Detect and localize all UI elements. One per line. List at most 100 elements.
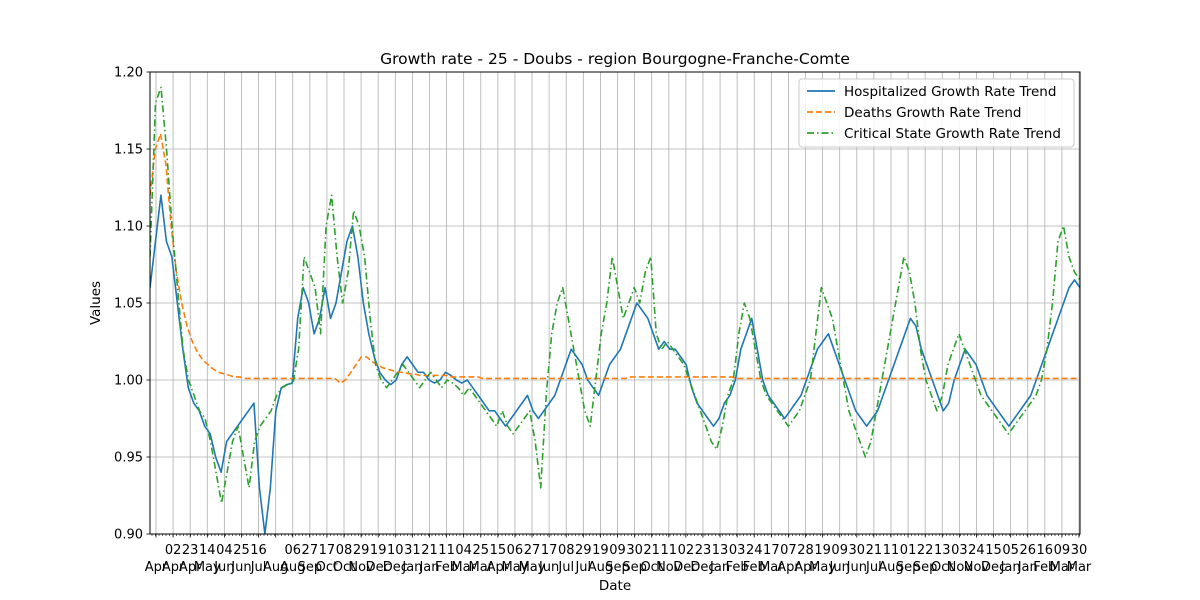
- x-tick-month-label: May: [501, 560, 528, 575]
- x-tick-month-label: Dec: [673, 560, 698, 575]
- x-tick-day-label: 14: [199, 543, 216, 558]
- x-tick-day-label: 17: [763, 543, 780, 558]
- x-tick-month-label: Mar: [1067, 560, 1092, 575]
- x-tick-day-label: 30: [849, 543, 866, 558]
- grid: [150, 71, 1080, 535]
- x-tick-month-label: Nov: [348, 560, 374, 575]
- x-tick-day-label: 21: [866, 543, 883, 558]
- x-axis-ticks: Apr02Apr23Apr14May04Jun25Jun16JulAug06Au…: [145, 534, 1092, 575]
- x-tick-month-label: Feb: [743, 560, 766, 575]
- x-tick-month-label: Apr: [179, 560, 202, 575]
- legend-box: [798, 78, 1075, 148]
- x-tick-month-label: Oct: [316, 560, 338, 575]
- x-tick-month-label: Dec: [690, 560, 715, 575]
- x-tick-month-label: Jan: [418, 560, 439, 575]
- x-tick-day-label: 10: [387, 543, 404, 558]
- x-tick-day-label: 03: [729, 543, 746, 558]
- y-tick-label: 1.10: [114, 220, 143, 235]
- x-tick-day-label: 19: [814, 543, 831, 558]
- x-tick-day-label: 27: [524, 543, 541, 558]
- x-tick-month-label: Apr: [777, 560, 800, 575]
- x-tick-month-label: Mar: [1050, 560, 1075, 575]
- x-tick-month-label: Sep: [913, 560, 938, 575]
- x-tick-month-label: Nov: [964, 560, 990, 575]
- series-lines: [150, 86, 1080, 534]
- x-tick-day-label: 07: [780, 543, 797, 558]
- x-tick-day-label: 08: [558, 543, 575, 558]
- x-tick-month-label: Dec: [366, 560, 391, 575]
- x-tick-month-label: Mar: [451, 560, 476, 575]
- x-tick-month-label: Aug: [878, 560, 903, 575]
- x-tick-month-label: Jan: [1000, 560, 1021, 575]
- x-tick-day-label: 25: [233, 543, 250, 558]
- chart-title: Growth rate - 25 - Doubs - region Bourgo…: [380, 50, 850, 68]
- x-tick-day-label: 17: [541, 543, 558, 558]
- x-tick-month-label: Jun: [829, 560, 850, 575]
- x-tick-day-label: 06: [507, 543, 524, 558]
- y-tick-label: 1.20: [114, 66, 143, 81]
- x-tick-month-label: May: [809, 560, 836, 575]
- x-tick-day-label: 16: [1037, 543, 1054, 558]
- x-tick-day-label: 04: [455, 543, 472, 558]
- x-tick-month-label: Feb: [726, 560, 749, 575]
- x-tick-month-label: Sep: [896, 560, 921, 575]
- x-tick-day-label: 19: [370, 543, 387, 558]
- x-tick-day-label: 02: [678, 543, 695, 558]
- x-tick-day-label: 13: [934, 543, 951, 558]
- x-tick-month-label: Oct: [931, 560, 953, 575]
- x-tick-day-label: 27: [302, 543, 319, 558]
- x-tick-month-label: Aug: [588, 560, 613, 575]
- x-tick-day-label: 04: [216, 543, 233, 558]
- x-tick-day-label: 09: [1054, 543, 1071, 558]
- y-tick-label: 1.00: [114, 374, 143, 389]
- x-tick-month-label: Sep: [298, 560, 323, 575]
- x-tick-day-label: 09: [609, 543, 626, 558]
- x-tick-month-label: Jan: [1017, 560, 1038, 575]
- x-tick-day-label: 09: [831, 543, 848, 558]
- x-tick-month-label: Oct: [333, 560, 355, 575]
- x-tick-day-label: 01: [900, 543, 917, 558]
- x-tick-day-label: 30: [1071, 543, 1088, 558]
- x-tick-day-label: 15: [985, 543, 1002, 558]
- x-tick-day-label: 13: [712, 543, 729, 558]
- x-tick-day-label: 06: [284, 543, 301, 558]
- legend-label-2: Deaths Growth Rate Trend: [844, 105, 1022, 121]
- x-tick-day-label: 11: [438, 543, 455, 558]
- x-tick-month-label: Jun: [230, 560, 251, 575]
- x-tick-day-label: 29: [575, 543, 592, 558]
- x-tick-month-label: Mar: [759, 560, 784, 575]
- x-tick-day-label: 30: [626, 543, 643, 558]
- y-tick-label: 1.15: [114, 143, 143, 158]
- x-tick-day-label: 29: [353, 543, 370, 558]
- x-tick-day-label: 24: [968, 543, 985, 558]
- legend-label-1: Hospitalized Growth Rate Trend: [844, 84, 1056, 100]
- x-tick-month-label: Jul: [557, 560, 574, 575]
- x-tick-day-label: 05: [1002, 543, 1019, 558]
- x-tick-day-label: 17: [319, 543, 336, 558]
- y-axis-ticks: 0.90 0.95 1.00 1.05 1.10 1.15 1.20: [114, 66, 150, 543]
- x-tick-day-label: 16: [250, 543, 267, 558]
- x-tick-month-label: Apr: [162, 560, 185, 575]
- x-tick-month-label: Nov: [656, 560, 682, 575]
- x-tick-day-label: 31: [404, 543, 421, 558]
- x-tick-month-label: Feb: [435, 560, 458, 575]
- x-tick-month-label: Dec: [383, 560, 408, 575]
- x-axis-label: Date: [599, 578, 631, 594]
- x-tick-month-label: Jun: [213, 560, 234, 575]
- x-tick-month-label: Jan: [401, 560, 422, 575]
- x-tick-day-label: 25: [472, 543, 489, 558]
- x-tick-day-label: 28: [797, 543, 814, 558]
- x-tick-day-label: 19: [592, 543, 609, 558]
- x-tick-day-label: 03: [951, 543, 968, 558]
- x-tick-month-label: Apr: [794, 560, 817, 575]
- x-tick-month-label: Sep: [605, 560, 630, 575]
- x-tick-month-label: Nov: [947, 560, 973, 575]
- y-axis-label: Values: [88, 281, 104, 325]
- x-tick-month-label: Oct: [640, 560, 662, 575]
- x-tick-day-label: 11: [661, 543, 678, 558]
- x-tick-day-label: 02: [165, 543, 182, 558]
- series-line-1: [150, 194, 1080, 534]
- x-tick-month-label: Jul: [574, 560, 591, 575]
- x-tick-month-label: Aug: [280, 560, 305, 575]
- x-tick-day-label: 21: [643, 543, 660, 558]
